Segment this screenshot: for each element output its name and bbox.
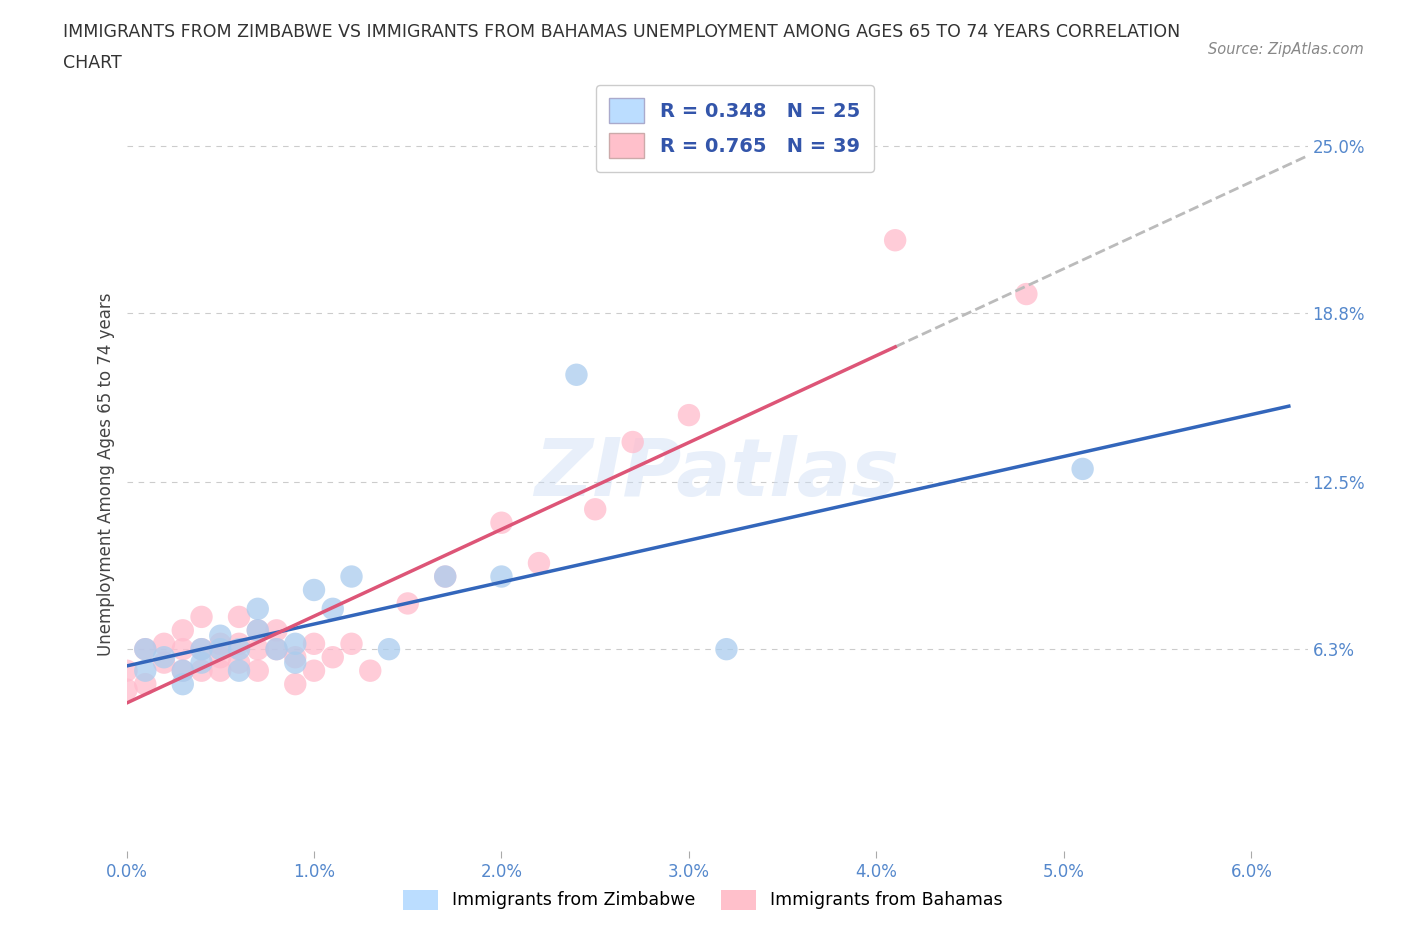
Point (172, 642, 194, 657)
Point (491, 569, 513, 584)
Point (583, 502, 606, 517)
Point (246, 623, 269, 638)
Point (209, 663, 232, 678)
Point (565, 367, 588, 382)
Point (209, 642, 232, 657)
Point (284, 677, 307, 692)
Point (134, 642, 156, 657)
Text: ZIPatlas: ZIPatlas (534, 435, 900, 513)
Point (434, 569, 457, 584)
Point (434, 569, 457, 584)
Point (378, 642, 401, 657)
Point (359, 663, 381, 678)
Y-axis label: Unemployment Among Ages 65 to 74 years: Unemployment Among Ages 65 to 74 years (97, 293, 115, 656)
Point (340, 636, 363, 651)
Point (246, 602, 269, 617)
Point (134, 677, 156, 692)
Point (172, 663, 194, 678)
Point (678, 407, 700, 422)
Point (246, 642, 269, 657)
Point (228, 636, 250, 651)
Point (246, 663, 269, 678)
Point (1071, 461, 1094, 476)
Legend: Immigrants from Zimbabwe, Immigrants from Bahamas: Immigrants from Zimbabwe, Immigrants fro… (396, 883, 1010, 917)
Point (228, 609, 250, 624)
Point (266, 623, 288, 638)
Point (302, 582, 325, 597)
Point (190, 656, 212, 671)
Point (284, 650, 307, 665)
Point (228, 656, 250, 671)
Point (228, 663, 250, 678)
Point (322, 602, 344, 617)
Point (340, 569, 363, 584)
Point (228, 642, 250, 657)
Point (716, 642, 738, 657)
Point (153, 656, 176, 671)
Point (115, 663, 138, 678)
Point (190, 642, 212, 657)
Point (172, 677, 194, 692)
Text: IMMIGRANTS FROM ZIMBABWE VS IMMIGRANTS FROM BAHAMAS UNEMPLOYMENT AMONG AGES 65 T: IMMIGRANTS FROM ZIMBABWE VS IMMIGRANTS F… (63, 23, 1181, 41)
Point (246, 623, 269, 638)
Point (302, 663, 325, 678)
Point (172, 663, 194, 678)
Point (491, 515, 513, 530)
Point (134, 663, 156, 678)
Text: Source: ZipAtlas.com: Source: ZipAtlas.com (1208, 42, 1364, 57)
Point (190, 609, 212, 624)
Point (172, 623, 194, 638)
Point (322, 650, 344, 665)
Point (209, 636, 232, 651)
Point (209, 629, 232, 644)
Point (190, 642, 212, 657)
Point (190, 663, 212, 678)
Point (884, 232, 907, 247)
Point (527, 555, 550, 570)
Point (266, 642, 288, 657)
Point (115, 682, 138, 697)
Point (284, 636, 307, 651)
Legend: R = 0.348   N = 25, R = 0.765   N = 39: R = 0.348 N = 25, R = 0.765 N = 39 (596, 85, 873, 172)
Point (266, 642, 288, 657)
Point (396, 596, 419, 611)
Point (1015, 286, 1038, 301)
Point (153, 650, 176, 665)
Point (302, 636, 325, 651)
Text: CHART: CHART (63, 54, 122, 72)
Point (153, 636, 176, 651)
Point (134, 642, 156, 657)
Point (621, 434, 644, 449)
Point (284, 656, 307, 671)
Point (209, 650, 232, 665)
